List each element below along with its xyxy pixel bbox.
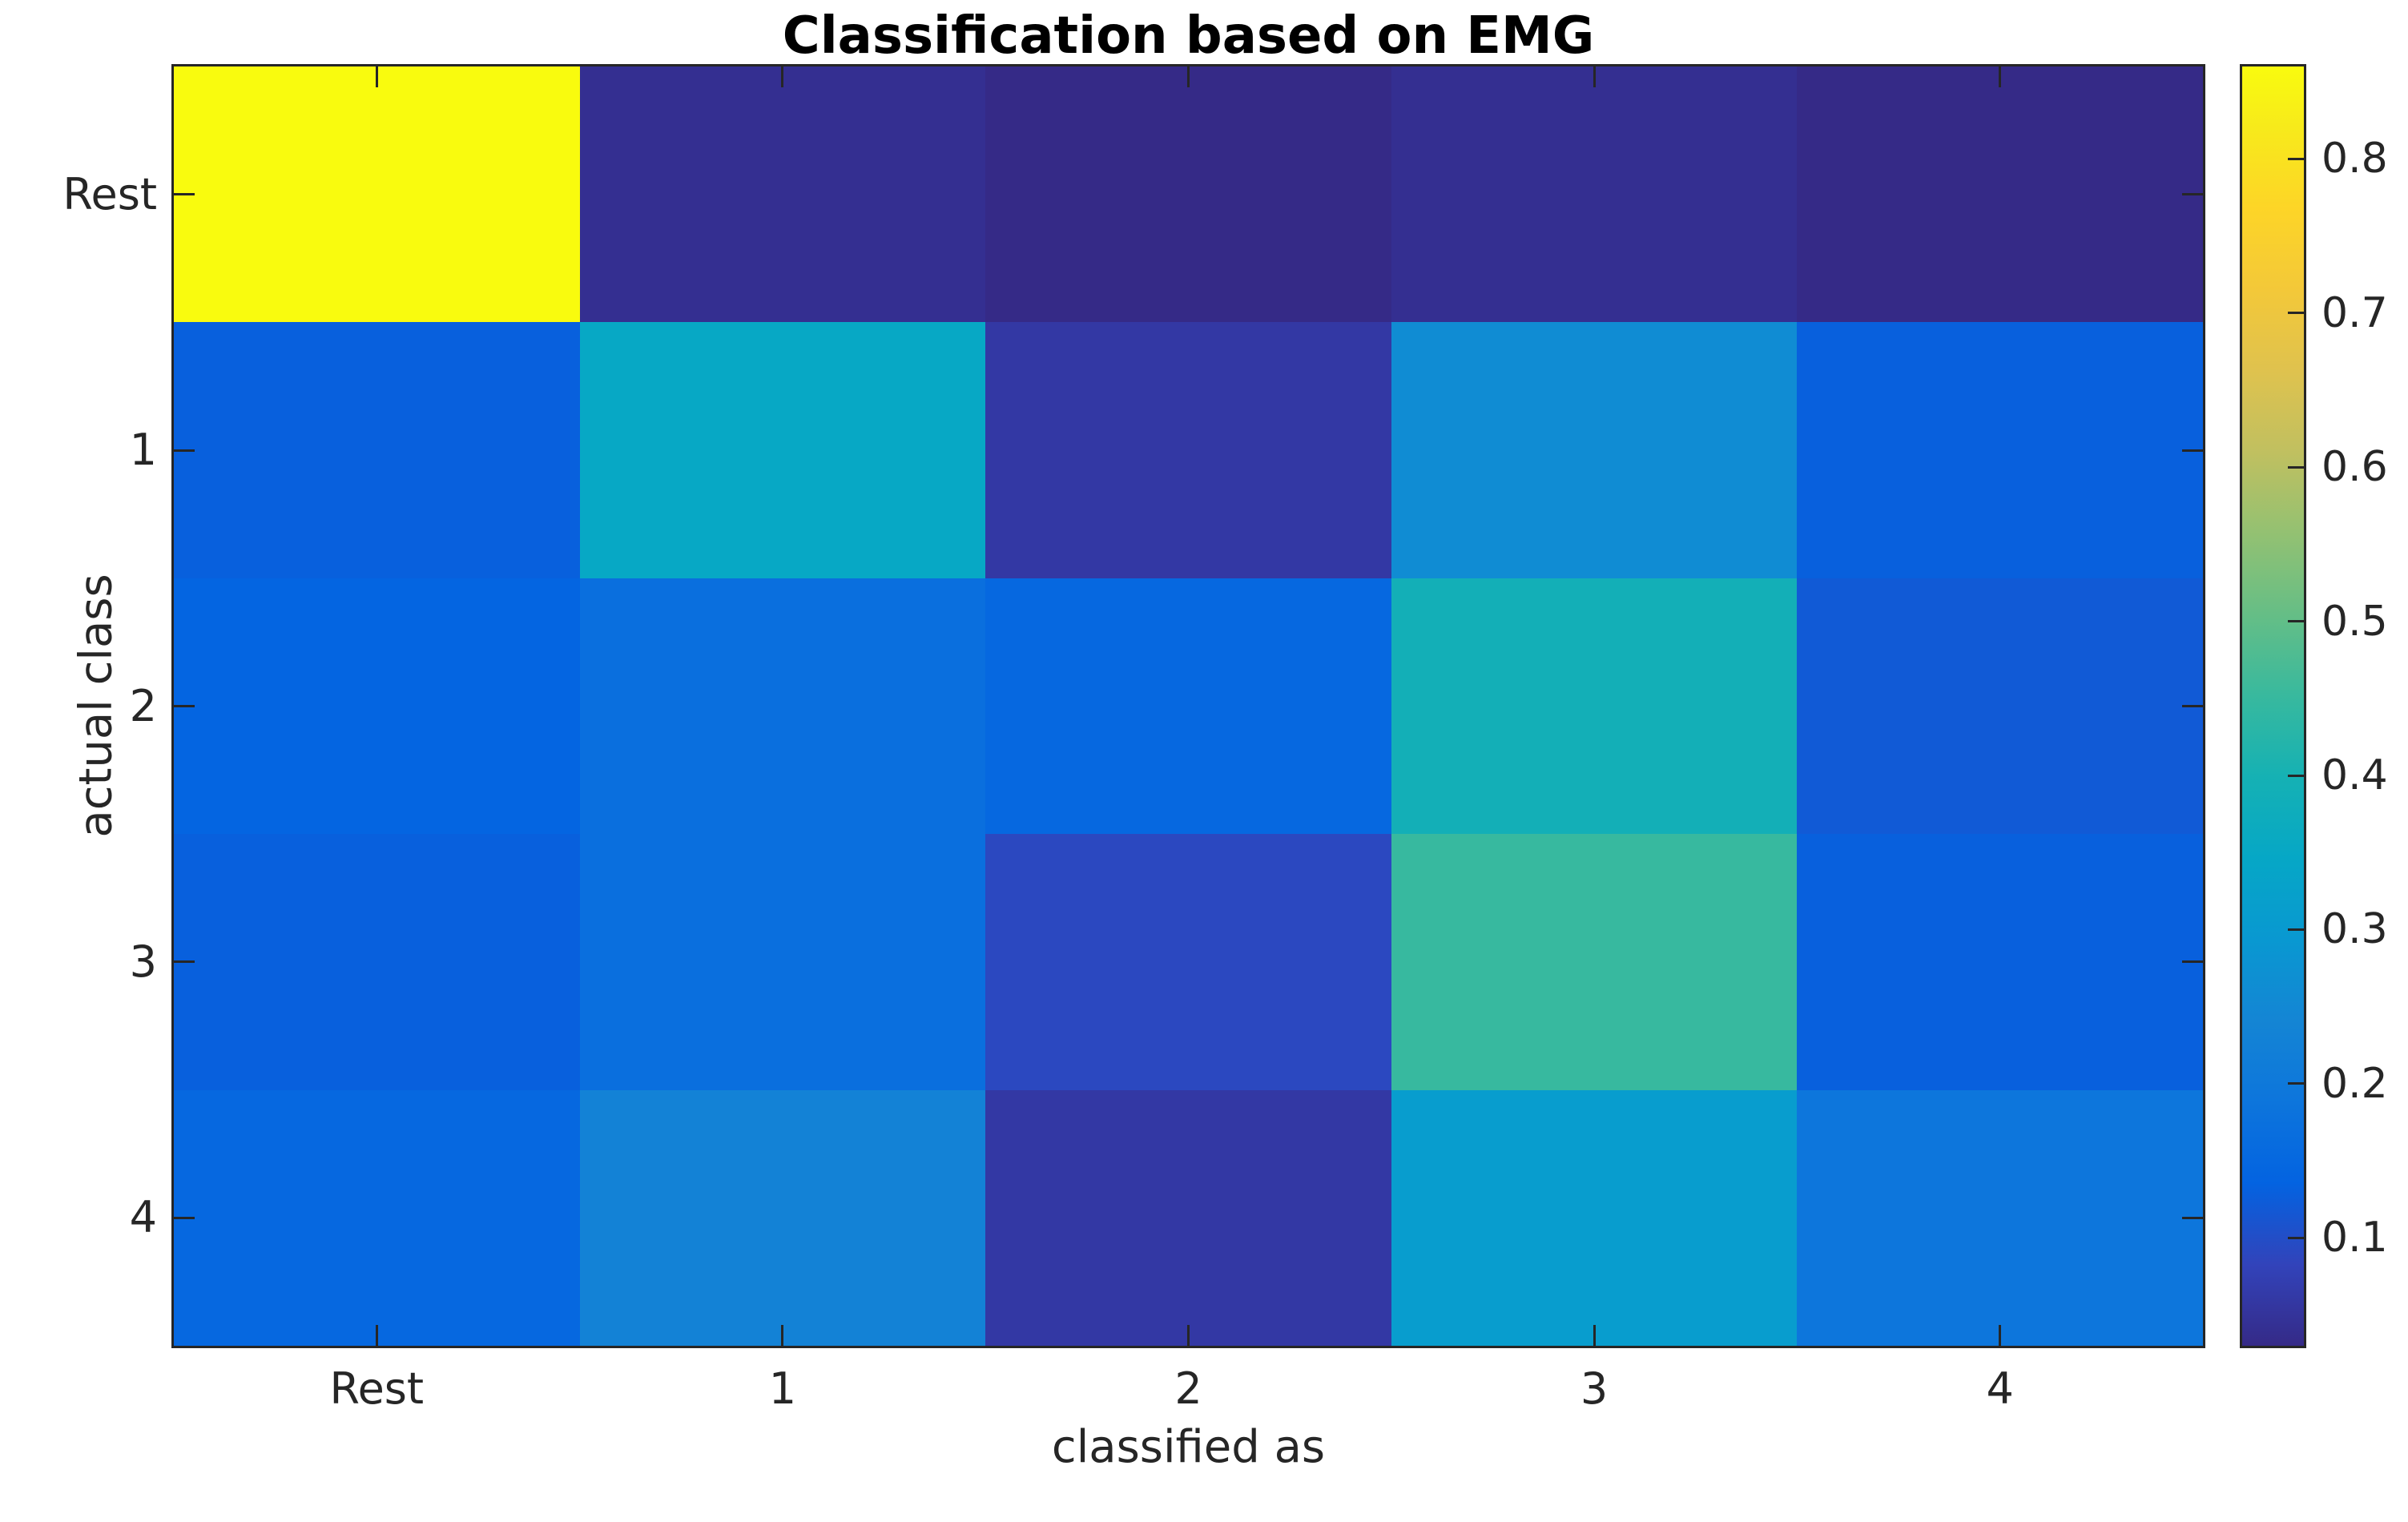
heatmap-cell-2-1 <box>579 578 986 835</box>
axis-tick <box>174 449 195 452</box>
heatmap-cell-1-1 <box>579 322 986 578</box>
heatmap-cell-Rest-3 <box>1391 66 1798 323</box>
x-tick-label-4: 4 <box>1986 1363 2014 1414</box>
heatmap-cell-3-Rest <box>174 834 580 1090</box>
heatmap-cell-1-4 <box>1797 322 2203 578</box>
colorbar-tick <box>2288 928 2304 931</box>
colorbar-tick-label-0.6: 0.6 <box>2321 443 2388 492</box>
y-tick-label-1: 1 <box>129 425 157 476</box>
colorbar-tick-label-0.3: 0.3 <box>2321 905 2388 954</box>
colorbar-tick-label-0.7: 0.7 <box>2321 288 2388 337</box>
heatmap-cell-4-2 <box>985 1089 1391 1346</box>
heatmap-cell-Rest-2 <box>985 66 1391 323</box>
heatmap-cell-4-1 <box>579 1089 986 1346</box>
axis-tick <box>375 66 378 87</box>
axis-tick <box>2182 960 2203 964</box>
axis-tick <box>1593 66 1596 87</box>
axis-tick <box>781 1325 784 1346</box>
colorbar-gradient <box>2242 66 2304 1346</box>
axis-tick <box>1187 66 1190 87</box>
x-tick-label-3: 3 <box>1580 1363 1609 1414</box>
heatmap-cell-1-3 <box>1391 322 1798 578</box>
colorbar <box>2240 64 2306 1348</box>
heatmap-cell-3-2 <box>985 834 1391 1090</box>
axis-tick <box>174 705 195 707</box>
colorbar-tick-label-0.4: 0.4 <box>2321 751 2388 800</box>
heatmap-cell-4-Rest <box>174 1089 580 1346</box>
y-tick-label-2: 2 <box>129 680 157 731</box>
axis-tick <box>2182 705 2203 707</box>
heatmap-cell-Rest-1 <box>579 66 986 323</box>
axis-tick <box>1593 1325 1596 1346</box>
axis-tick <box>1187 1325 1190 1346</box>
heatmap-plot-area <box>171 64 2205 1348</box>
axis-tick <box>1999 66 2002 87</box>
colorbar-tick-label-0.2: 0.2 <box>2321 1059 2388 1108</box>
heatmap-cell-2-3 <box>1391 578 1798 835</box>
colorbar-tick <box>2288 157 2304 160</box>
chart-title: Classification based on EMG <box>782 6 1595 66</box>
colorbar-tick-label-0.5: 0.5 <box>2321 597 2388 646</box>
y-tick-label-Rest: Rest <box>62 168 157 219</box>
axis-tick <box>375 1325 378 1346</box>
y-axis-label: actual class <box>70 574 123 838</box>
colorbar-tick <box>2288 1082 2304 1085</box>
x-tick-label-1: 1 <box>768 1363 797 1414</box>
axis-tick <box>174 960 195 964</box>
colorbar-tick <box>2288 312 2304 315</box>
axis-tick <box>2182 1216 2203 1219</box>
y-tick-label-4: 4 <box>129 1192 157 1243</box>
heatmap-cell-2-Rest <box>174 578 580 835</box>
heatmap-cell-2-4 <box>1797 578 2203 835</box>
heatmap-cell-Rest-Rest <box>174 66 580 323</box>
colorbar-tick <box>2288 774 2304 777</box>
heatmap-cell-4-4 <box>1797 1089 2203 1346</box>
colorbar-tick <box>2288 465 2304 469</box>
heatmap-cell-2-2 <box>985 578 1391 835</box>
axis-tick <box>781 66 784 87</box>
heatmap-cell-1-Rest <box>174 322 580 578</box>
heatmap-cell-3-4 <box>1797 834 2203 1090</box>
axis-tick <box>2182 449 2203 452</box>
x-tick-label-2: 2 <box>1174 1363 1202 1414</box>
heatmap-cell-3-1 <box>579 834 986 1090</box>
heatmap-grid <box>174 66 2203 1346</box>
colorbar-tick-label-0.1: 0.1 <box>2321 1214 2388 1262</box>
colorbar-tick <box>2288 620 2304 623</box>
axis-tick <box>2182 193 2203 196</box>
axis-tick <box>1999 1325 2002 1346</box>
heatmap-cell-Rest-4 <box>1797 66 2203 323</box>
x-axis-label: classified as <box>1051 1421 1326 1473</box>
y-tick-label-3: 3 <box>129 936 157 987</box>
x-tick-label-Rest: Rest <box>329 1363 425 1414</box>
colorbar-tick <box>2288 1236 2304 1239</box>
heatmap-cell-1-2 <box>985 322 1391 578</box>
axis-tick <box>174 1216 195 1219</box>
heatmap-cell-3-3 <box>1391 834 1798 1090</box>
heatmap-cell-4-3 <box>1391 1089 1798 1346</box>
colorbar-tick-label-0.8: 0.8 <box>2321 135 2388 183</box>
axis-tick <box>174 193 195 196</box>
